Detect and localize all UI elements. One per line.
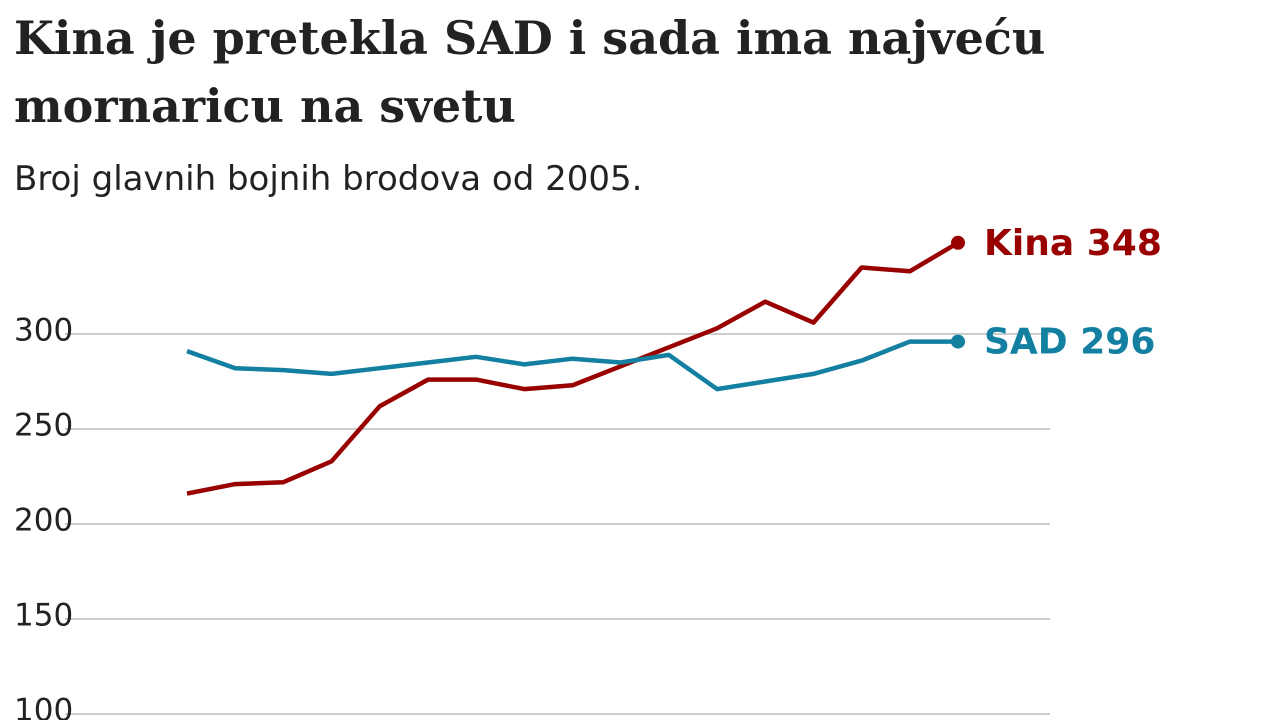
value-label: 296 bbox=[1080, 322, 1155, 363]
y-tick-label: 250 bbox=[14, 408, 73, 444]
y-tick-label: 300 bbox=[14, 313, 73, 349]
legend-name: Kina bbox=[984, 223, 1074, 264]
series-label: Kina 348 bbox=[984, 223, 1162, 264]
series-line bbox=[186, 339, 958, 392]
series-label: SAD 296 bbox=[984, 322, 1155, 363]
end-marker bbox=[951, 235, 965, 250]
legend-name: SAD bbox=[984, 322, 1068, 363]
end-marker bbox=[951, 334, 965, 349]
chart-title: Kina je pretekla SAD i sada ima najveću bbox=[14, 11, 1045, 65]
chart-title: mornaricu na svetu bbox=[14, 79, 516, 133]
y-tick-label: 200 bbox=[14, 503, 73, 539]
y-tick-label: 150 bbox=[14, 598, 73, 634]
value-label: 348 bbox=[1087, 223, 1162, 264]
y-tick-label: 100 bbox=[14, 693, 73, 720]
series-line bbox=[186, 240, 960, 496]
chart-subtitle: Broj glavnih bojnih brodova od 2005. bbox=[14, 159, 642, 199]
